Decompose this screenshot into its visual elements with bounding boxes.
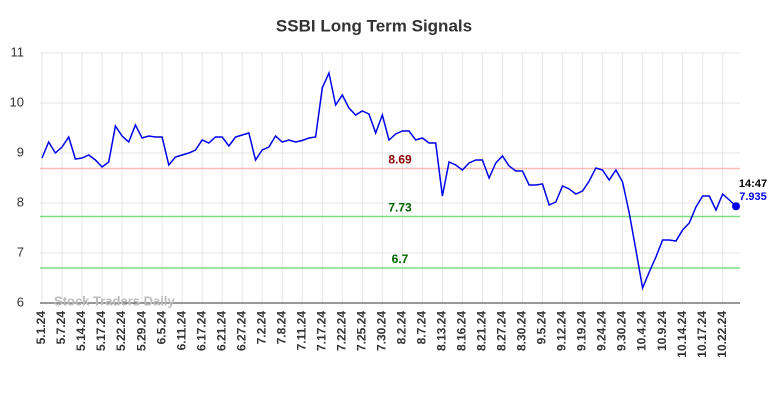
y-tick-label: 6 [17,294,24,309]
x-tick-label: 5.17.24 [94,311,108,351]
signal-label: 6.7 [392,252,409,266]
x-tick-label: 5.29.24 [134,311,148,351]
x-tick-label: 8.7.24 [415,311,429,345]
x-tick-label: 5.1.24 [34,311,48,345]
x-tick-label: 10.4.24 [635,311,649,351]
y-tick-label: 11 [11,44,25,59]
y-tick-label: 9 [17,144,24,159]
y-tick-label: 7 [17,244,24,259]
last-value: 7.935 [739,191,767,203]
x-tick-label: 7.2.24 [254,311,268,345]
x-tick-label: 9.12.24 [555,311,569,351]
last-time: 14:47 [739,178,767,190]
x-tick-label: 8.27.24 [495,311,509,351]
last-point [732,202,740,211]
x-tick-label: 9.30.24 [615,311,629,351]
x-tick-label: 7.11.24 [294,311,308,351]
x-tick-label: 7.17.24 [314,311,328,351]
signal-label: 7.73 [388,201,412,215]
price-line [41,70,737,291]
signal-label: 8.69 [388,153,412,167]
x-tick-label: 8.30.24 [515,311,529,351]
y-tick-label: 8 [17,194,24,209]
x-tick-label: 7.8.24 [274,311,288,345]
chart-title: SSBI Long Term Signals [276,16,472,35]
x-tick-label: 10.22.24 [715,311,729,358]
x-tick-label: 6.17.24 [194,311,208,351]
y-tick-label: 10 [10,94,24,109]
x-tick-label: 6.27.24 [234,311,248,351]
x-tick-label: 8.13.24 [435,311,449,351]
x-tick-label: 7.30.24 [374,311,388,351]
x-tick-label: 10.17.24 [695,311,709,358]
x-tick-label: 8.16.24 [455,311,469,351]
x-tick-label: 9.5.24 [535,311,549,345]
x-tick-label: 8.2.24 [395,311,409,345]
x-tick-label: 6.21.24 [214,311,228,351]
x-tick-label: 8.21.24 [475,311,489,351]
x-tick-label: 5.14.24 [74,311,88,351]
x-tick-label: 6.5.24 [154,311,168,345]
x-tick-label: 10.14.24 [675,311,689,358]
x-tick-label: 7.25.24 [354,311,368,351]
x-tick-label: 9.24.24 [595,311,609,351]
x-tick-label: 7.22.24 [334,311,348,351]
x-tick-label: 9.19.24 [575,311,589,351]
watermark: Stock Traders Daily [54,293,175,308]
x-tick-label: 6.11.24 [174,311,188,351]
x-tick-label: 10.9.24 [655,311,669,351]
x-tick-label: 5.22.24 [114,311,128,351]
x-tick-label: 5.7.24 [54,311,68,345]
